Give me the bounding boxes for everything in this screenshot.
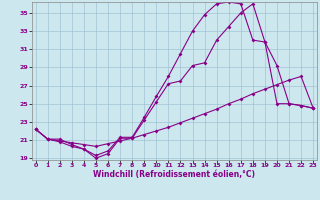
X-axis label: Windchill (Refroidissement éolien,°C): Windchill (Refroidissement éolien,°C) bbox=[93, 170, 255, 179]
